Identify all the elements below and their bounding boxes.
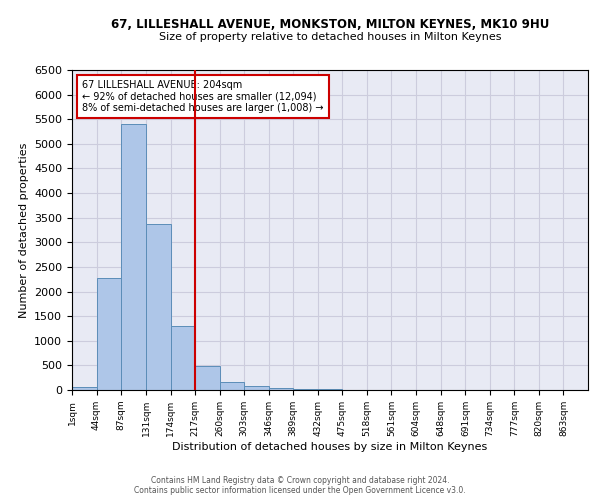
Text: Contains HM Land Registry data © Crown copyright and database right 2024.
Contai: Contains HM Land Registry data © Crown c… — [134, 476, 466, 495]
Bar — [146, 224, 170, 390]
Bar — [72, 387, 97, 390]
Bar — [170, 326, 195, 390]
Bar — [121, 124, 146, 390]
Bar — [195, 366, 220, 390]
Bar — [293, 389, 318, 390]
X-axis label: Distribution of detached houses by size in Milton Keynes: Distribution of detached houses by size … — [172, 442, 488, 452]
Bar — [244, 386, 269, 390]
Bar — [220, 382, 244, 390]
Bar — [269, 388, 293, 390]
Text: 67 LILLESHALL AVENUE: 204sqm
← 92% of detached houses are smaller (12,094)
8% of: 67 LILLESHALL AVENUE: 204sqm ← 92% of de… — [82, 80, 324, 113]
Text: Size of property relative to detached houses in Milton Keynes: Size of property relative to detached ho… — [159, 32, 501, 42]
Y-axis label: Number of detached properties: Number of detached properties — [19, 142, 29, 318]
Bar — [97, 278, 121, 390]
Text: 67, LILLESHALL AVENUE, MONKSTON, MILTON KEYNES, MK10 9HU: 67, LILLESHALL AVENUE, MONKSTON, MILTON … — [111, 18, 549, 30]
